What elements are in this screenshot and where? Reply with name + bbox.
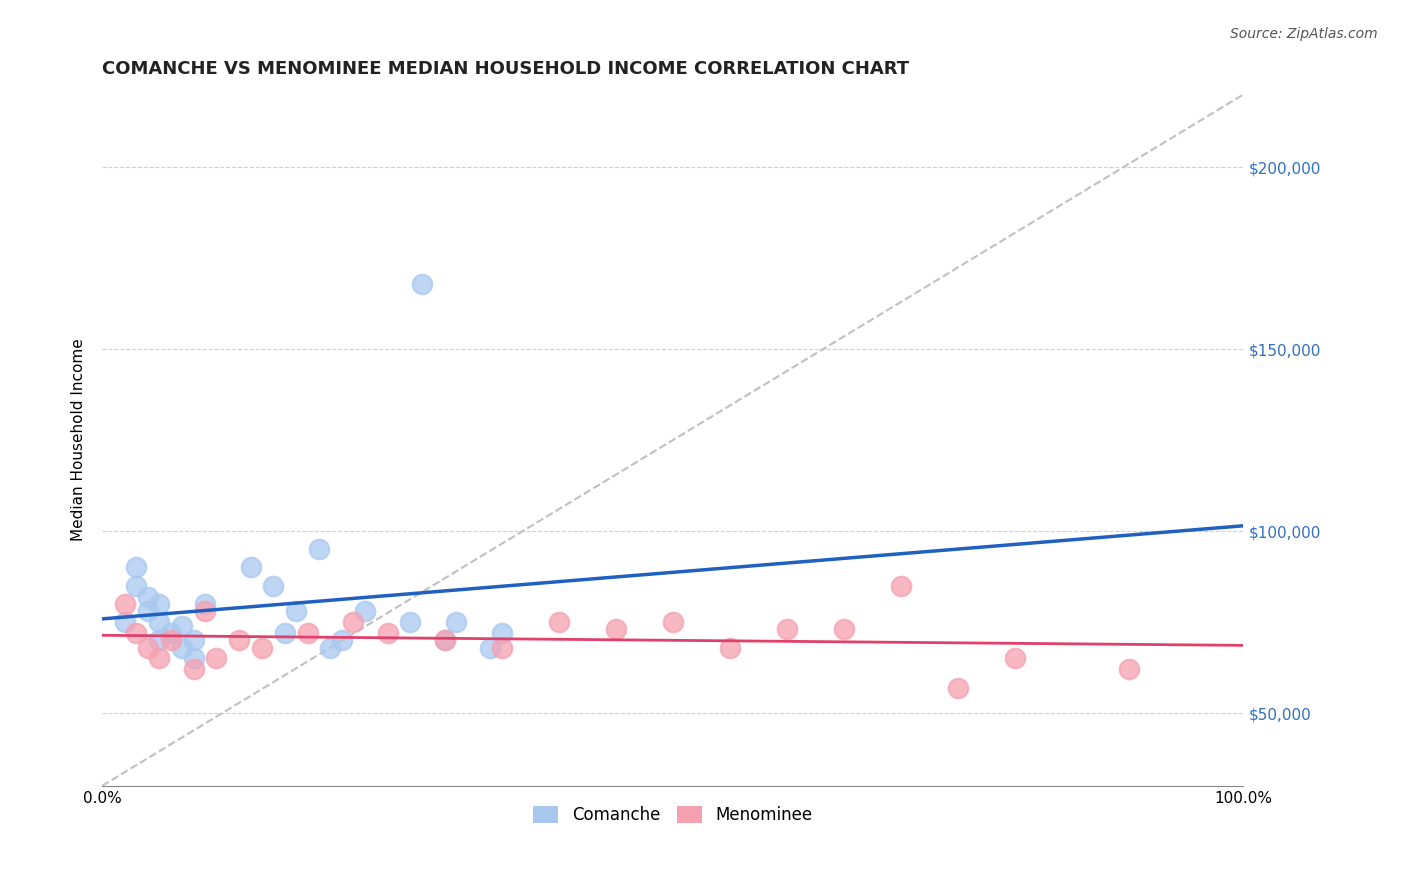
Point [183, 633, 205, 648]
Point [136, 590, 159, 604]
Point [159, 626, 181, 640]
Point [172, 618, 194, 632]
Point [491, 626, 513, 640]
Point [330, 633, 353, 648]
Point [262, 579, 284, 593]
Point [183, 662, 205, 676]
Point [308, 542, 330, 557]
Point [319, 640, 342, 655]
Y-axis label: Median Household Income: Median Household Income [72, 339, 86, 541]
Point [342, 615, 364, 629]
Point [250, 640, 273, 655]
Point [433, 633, 456, 648]
Point [172, 640, 194, 655]
Point [148, 633, 170, 648]
Point [1118, 662, 1140, 676]
Point [433, 633, 456, 648]
Point [114, 615, 136, 629]
Point [136, 640, 159, 655]
Point [444, 615, 467, 629]
Point [491, 640, 513, 655]
Point [1004, 651, 1026, 665]
Point [662, 615, 685, 629]
Point [399, 615, 422, 629]
Point [946, 681, 969, 695]
Point [194, 597, 217, 611]
Point [114, 597, 136, 611]
Point [479, 640, 502, 655]
Point [125, 626, 148, 640]
Point [832, 623, 855, 637]
Point [125, 560, 148, 574]
Point [148, 615, 170, 629]
Point [183, 651, 205, 665]
Legend: Comanche, Menominee: Comanche, Menominee [524, 798, 821, 833]
Point [194, 604, 217, 618]
Point [353, 604, 375, 618]
Point [159, 633, 181, 648]
Text: Source: ZipAtlas.com: Source: ZipAtlas.com [1230, 27, 1378, 41]
Point [239, 560, 262, 574]
Point [136, 604, 159, 618]
Point [285, 604, 308, 618]
Point [547, 615, 569, 629]
Point [718, 640, 741, 655]
Point [605, 623, 627, 637]
Point [776, 623, 799, 637]
Text: COMANCHE VS MENOMINEE MEDIAN HOUSEHOLD INCOME CORRELATION CHART: COMANCHE VS MENOMINEE MEDIAN HOUSEHOLD I… [103, 60, 910, 78]
Point [228, 633, 250, 648]
Point [148, 651, 170, 665]
Point [205, 651, 228, 665]
Point [125, 579, 148, 593]
Point [377, 626, 399, 640]
Point [297, 626, 319, 640]
Point [890, 579, 912, 593]
Point [148, 597, 170, 611]
Point [411, 277, 433, 291]
Point [274, 626, 297, 640]
